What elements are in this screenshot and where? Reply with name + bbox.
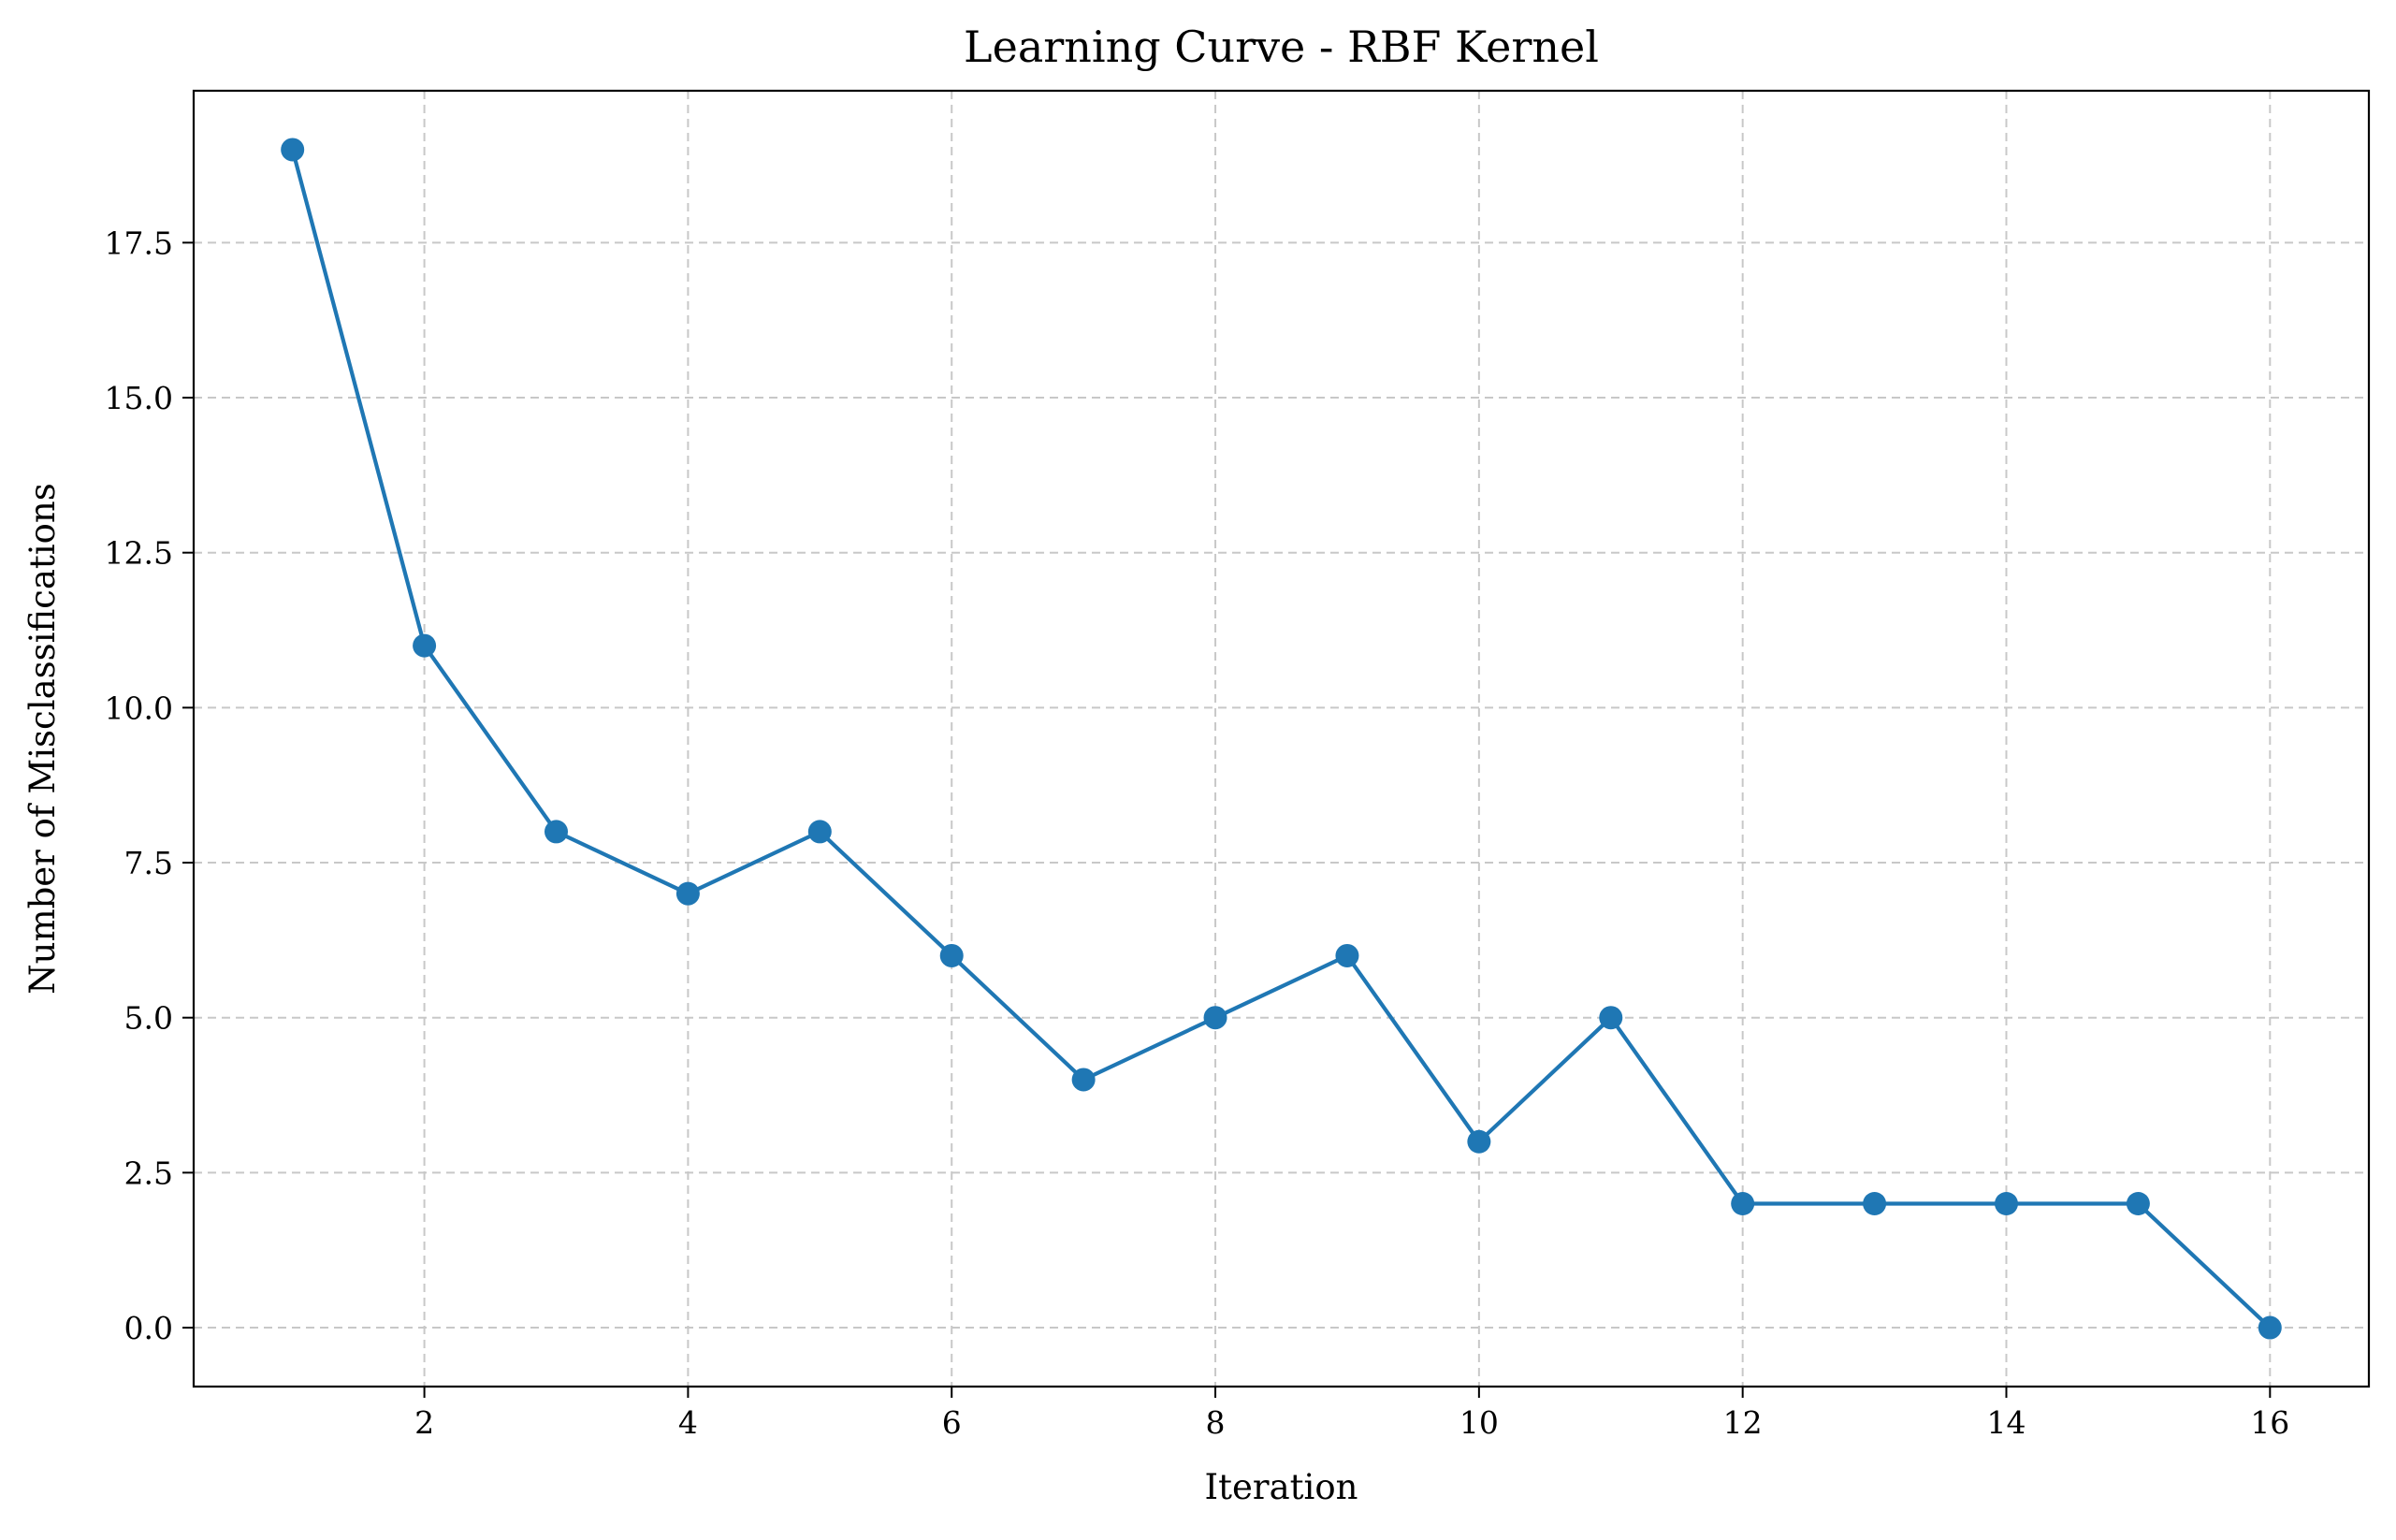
x-tick-label: 10 xyxy=(1459,1404,1499,1441)
data-point-marker xyxy=(2126,1192,2150,1216)
plot-area-frame xyxy=(192,89,2371,1388)
x-tick-label: 14 xyxy=(1987,1404,2026,1441)
x-tick-label: 6 xyxy=(942,1404,962,1441)
y-tick-label: 17.5 xyxy=(105,225,173,261)
data-point-marker xyxy=(1203,1006,1227,1030)
grid-lines xyxy=(194,91,2369,1387)
series-line xyxy=(290,147,2273,1330)
data-point-marker xyxy=(675,881,700,906)
series-layer xyxy=(281,138,2282,1340)
data-point-marker xyxy=(413,633,437,658)
data-point-marker xyxy=(1863,1192,1887,1216)
data-point-marker xyxy=(281,138,305,162)
data-point-marker xyxy=(1467,1129,1491,1154)
data-point-marker xyxy=(1995,1192,2018,1216)
data-point-marker xyxy=(1071,1068,1096,1092)
data-point-marker xyxy=(1599,1006,1623,1030)
y-axis: 0.0 2.5 5.0 7.5 10.0 12.5 15.0 17.5 xyxy=(105,225,194,1346)
y-tick-label: 5.0 xyxy=(124,1000,173,1037)
data-point-marker xyxy=(1335,943,1359,967)
data-point-marker xyxy=(1731,1192,1755,1216)
y-tick-label: 7.5 xyxy=(124,845,173,881)
y-tick-label: 15.0 xyxy=(105,380,173,416)
x-tick-label: 4 xyxy=(678,1404,698,1441)
data-point-marker xyxy=(2258,1315,2282,1340)
y-tick-label: 10.0 xyxy=(105,690,173,726)
y-tick-label: 12.5 xyxy=(105,535,173,572)
x-axis-title: Iteration xyxy=(1205,1467,1358,1507)
chart-title: Learning Curve - RBF Kernel xyxy=(964,22,1599,72)
y-axis-title: Number of Misclassifications xyxy=(22,483,63,994)
data-point-marker xyxy=(939,943,964,967)
x-axis: 2 4 6 8 10 12 14 16 xyxy=(414,1387,2289,1441)
y-tick-label: 0.0 xyxy=(124,1310,173,1346)
x-tick-label: 12 xyxy=(1723,1404,1763,1441)
data-point-marker xyxy=(807,820,832,844)
x-tick-label: 2 xyxy=(414,1404,434,1441)
x-tick-label: 16 xyxy=(2250,1404,2289,1441)
data-point-marker xyxy=(545,820,568,844)
x-tick-label: 8 xyxy=(1206,1404,1226,1441)
y-tick-label: 2.5 xyxy=(124,1155,173,1191)
